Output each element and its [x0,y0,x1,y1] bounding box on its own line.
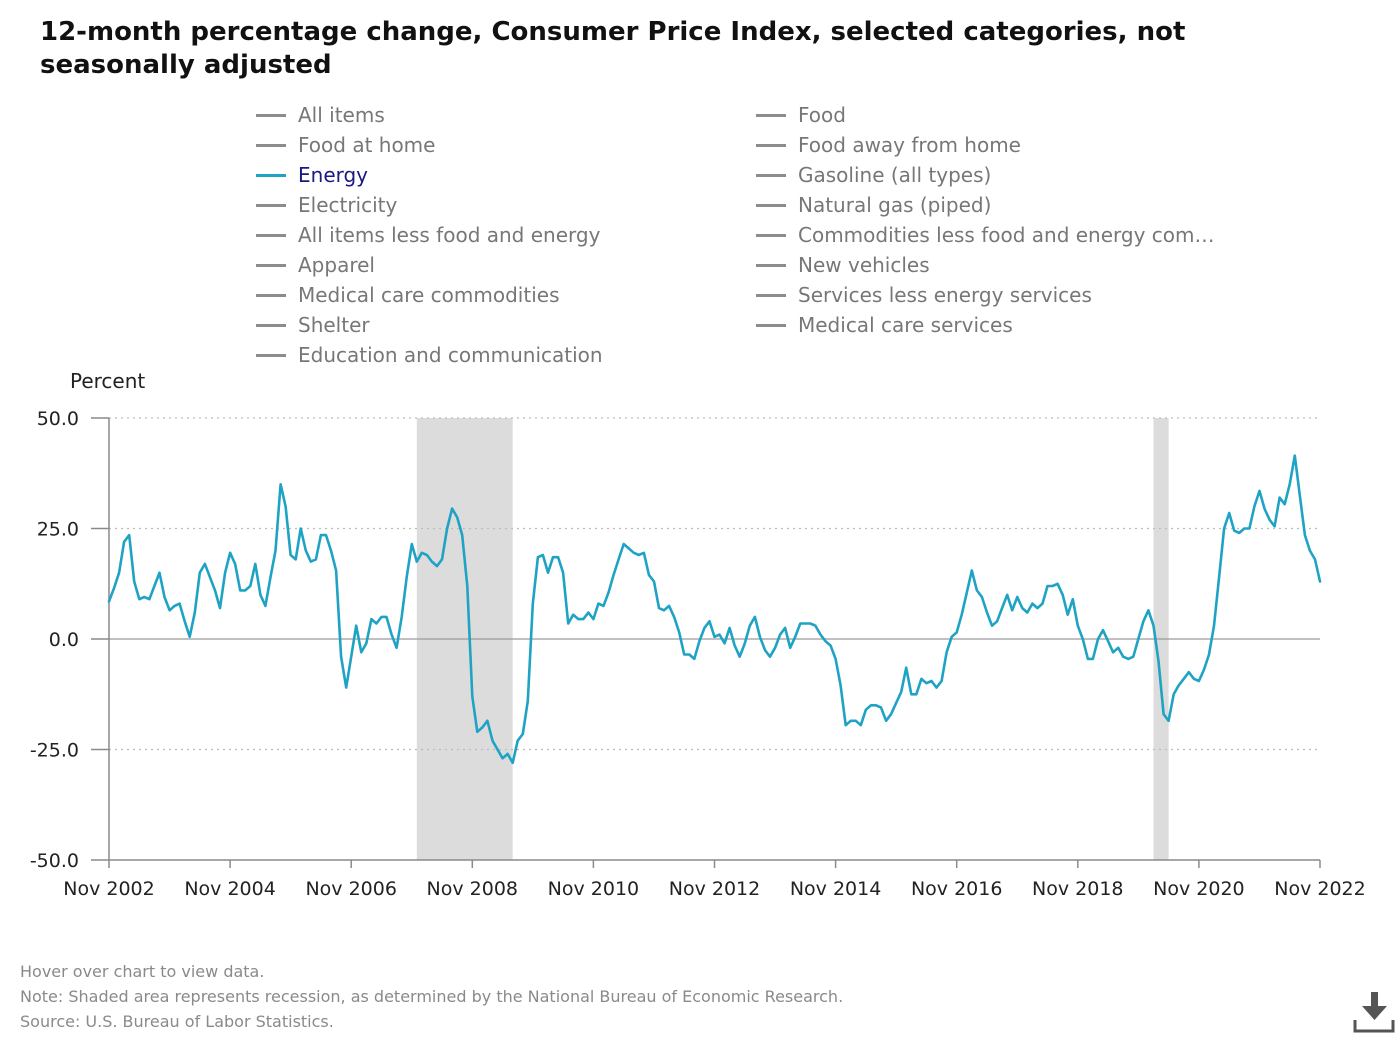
legend-swatch [256,173,286,177]
download-icon[interactable] [1352,990,1396,1034]
legend-label: Apparel [298,253,375,277]
legend-label: Commodities less food and energy com… [798,223,1215,247]
x-tick-label: Nov 2006 [305,878,396,900]
y-tick-label: 25.0 [37,519,79,541]
legend-label: Medical care services [798,313,1013,337]
legend-swatch [756,113,786,117]
series-layer [107,454,1322,765]
legend-swatch [256,263,286,267]
legend-swatch [256,203,286,207]
energy-line-chart[interactable]: Percent 50.0 25.0 0.0 -25.0 -50.0 Nov 2002 Nov… [0,360,1400,920]
legend-item-energy[interactable]: Energy [256,160,368,190]
legend-label: All items [298,103,385,127]
legend-label: Electricity [298,193,398,217]
legend-swatch [756,143,786,147]
legend-label: Education and communication [298,343,603,367]
legend-item-new-vehicles[interactable]: New vehicles [756,250,930,280]
legend-label: All items less food and energy [298,223,601,247]
legend-item-food-away-from-home[interactable]: Food away from home [756,130,1021,160]
y-tick-label: 0.0 [49,629,79,651]
x-tick-label: Nov 2016 [911,878,1002,900]
legend-swatch [756,293,786,297]
legend-label: Medical care commodities [298,283,560,307]
y-tick-label: 50.0 [37,408,79,430]
legend-item-natural-gas-piped[interactable]: Natural gas (piped) [756,190,991,220]
legend-label: Energy [298,163,369,187]
legend-item-electricity[interactable]: Electricity [256,190,397,220]
legend-item-services-less-energy-services[interactable]: Services less energy services [756,280,1092,310]
x-tick-label: Nov 2022 [1274,878,1365,900]
legend-swatch [756,203,786,207]
x-tick-label: Nov 2018 [1032,878,1123,900]
legend-swatch [256,143,286,147]
legend-swatch [256,113,286,117]
y-tick-label: -25.0 [30,740,79,762]
legend-item-shelter[interactable]: Shelter [256,310,370,340]
legend-label: Services less energy services [798,283,1092,307]
legend-label: Food at home [298,133,436,157]
legend-swatch [756,263,786,267]
x-tick-label: Nov 2012 [669,878,760,900]
axes: 50.0 25.0 0.0 -25.0 -50.0 Nov 2002 Nov 2004 Nov… [30,408,1366,900]
legend-swatch [256,353,286,357]
legend-label: New vehicles [798,253,930,277]
legend-item-all-items-less-food-and-energy[interactable]: All items less food and energy [256,220,600,250]
legend-item-gasoline-all-types[interactable]: Gasoline (all types) [756,160,991,190]
legend-label: Shelter [298,313,370,337]
x-tick-label: Nov 2002 [63,878,154,900]
x-tick-label: Nov 2008 [427,878,518,900]
x-tick-label: Nov 2014 [790,878,881,900]
hover-note: Hover over chart to view data. [20,962,265,981]
recession-note: Note: Shaded area represents recession, … [20,987,844,1006]
legend-item-medical-care-commodities[interactable]: Medical care commodities [256,280,559,310]
grid-lines [109,417,1320,751]
chart-title: 12-month percentage change, Consumer Pri… [40,17,1186,80]
legend-label: Food [798,103,846,127]
legend-swatch [256,233,286,237]
y-axis-label: Percent [70,369,145,393]
legend-label: Gasoline (all types) [798,163,992,187]
legend-item-food[interactable]: Food [756,100,846,130]
legend-item-food-at-home[interactable]: Food at home [256,130,435,160]
legend-swatch [756,233,786,237]
legend-swatch [256,323,286,327]
source-note: Source: U.S. Bureau of Labor Statistics. [20,1012,334,1031]
legend-swatch [756,323,786,327]
x-tick-label: Nov 2010 [548,878,639,900]
x-tick-label: Nov 2004 [184,878,275,900]
legend-item-medical-care-services[interactable]: Medical care services [756,310,1013,340]
legend-item-commodities-less-food-and-energy-com[interactable]: Commodities less food and energy com… [756,220,1215,250]
legend-item-all-items[interactable]: All items [256,100,385,130]
energy-series-line [107,454,1322,765]
legend-label: Food away from home [798,133,1021,157]
legend-swatch [756,173,786,177]
y-tick-label: -50.0 [30,850,79,872]
legend-item-apparel[interactable]: Apparel [256,250,375,280]
x-tick-label: Nov 2020 [1153,878,1244,900]
legend-label: Natural gas (piped) [798,193,992,217]
legend-swatch [256,293,286,297]
legend-item-education-and-communication[interactable]: Education and communication [256,340,603,370]
